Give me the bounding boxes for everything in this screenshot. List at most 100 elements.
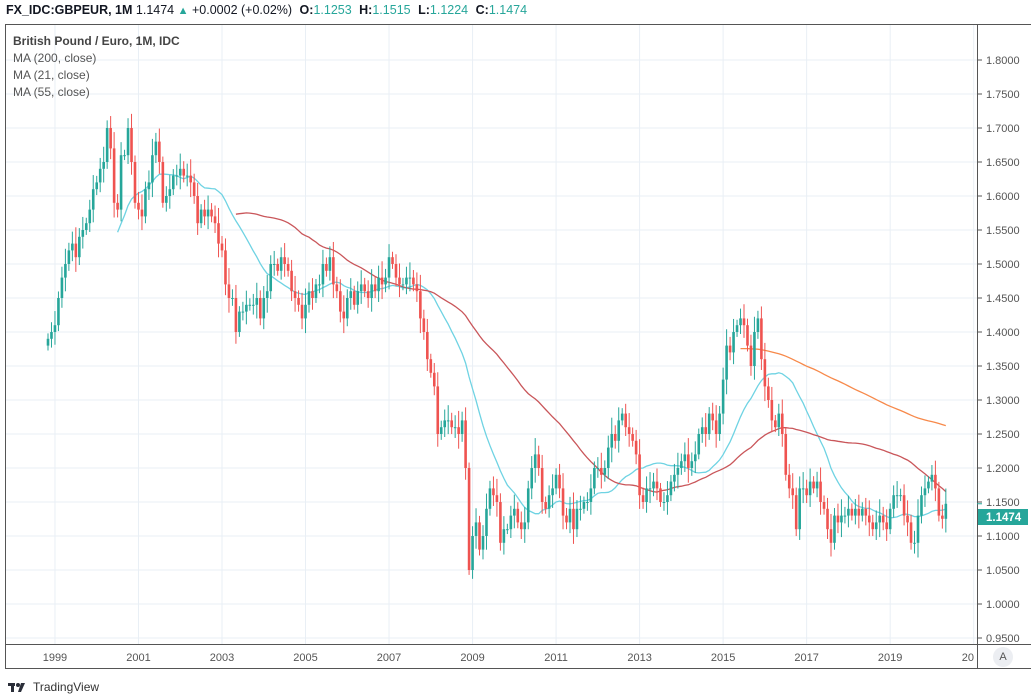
candle <box>405 266 408 295</box>
candle-body <box>934 474 937 489</box>
candle-body <box>513 508 516 516</box>
candle-body <box>265 291 269 298</box>
candle-body <box>415 284 419 292</box>
candle <box>829 513 833 557</box>
candle-body <box>568 508 572 523</box>
candle-body <box>941 515 944 519</box>
candle <box>300 292 304 330</box>
price-tick-label: 1.4000 <box>986 327 1020 339</box>
candle-body <box>833 515 836 543</box>
candle-body <box>544 502 547 509</box>
candle-body <box>199 209 203 224</box>
candle <box>593 461 596 495</box>
legend-ma200[interactable]: MA (200, close) <box>13 51 97 65</box>
candle-body <box>829 529 833 543</box>
candle-body <box>67 250 71 264</box>
candle-body <box>217 223 220 244</box>
candle-body <box>252 304 255 306</box>
candle <box>934 460 937 502</box>
tradingview-footer[interactable]: TradingView <box>8 680 99 694</box>
candle-body <box>843 515 847 517</box>
candle-body <box>307 291 311 305</box>
candle <box>624 403 627 437</box>
candle-body <box>234 298 238 332</box>
candle <box>603 460 607 482</box>
candle-body <box>659 488 662 502</box>
price-tick-label: 1.2500 <box>986 429 1020 441</box>
candle-body <box>332 257 335 285</box>
candle <box>492 476 495 506</box>
legend-ma55[interactable]: MA (55, close) <box>13 85 90 99</box>
candle <box>826 497 829 539</box>
candle-body <box>140 209 144 217</box>
candle <box>391 251 394 269</box>
candle-body <box>600 468 603 475</box>
candle <box>714 405 718 448</box>
brand-name: TradingView <box>33 680 100 694</box>
candle <box>119 142 123 222</box>
time-tick-label: 2015 <box>711 652 735 664</box>
candle-body <box>450 420 453 428</box>
candle <box>91 175 95 223</box>
candle <box>130 113 133 175</box>
candle <box>506 523 509 535</box>
candle-body <box>613 434 617 441</box>
candle <box>857 494 861 529</box>
candle-body <box>589 488 593 502</box>
candle-body <box>617 420 621 441</box>
candle <box>182 161 186 183</box>
candle <box>98 157 102 193</box>
candle <box>613 425 617 449</box>
candle-body <box>446 420 450 422</box>
candle <box>867 500 871 537</box>
time-axis[interactable]: 1999 2001 2003 2005 2007 2009 2011 2013 2015 2017… <box>43 652 974 664</box>
candle <box>833 507 836 550</box>
candle <box>321 249 325 298</box>
candle-body <box>102 162 105 169</box>
candle <box>307 282 311 313</box>
symbol-name[interactable]: FX_IDC:GBPEUR, 1M <box>6 3 133 17</box>
candle <box>439 420 443 440</box>
candle <box>753 316 756 380</box>
candle <box>412 269 415 292</box>
candle-body <box>78 236 81 258</box>
candle <box>687 438 690 483</box>
candle <box>356 281 360 314</box>
candle <box>812 476 815 494</box>
candle-body <box>871 522 875 530</box>
candle-body <box>269 264 273 292</box>
candle <box>67 242 71 271</box>
candle <box>467 462 471 575</box>
candle-body <box>426 332 429 360</box>
candle <box>380 261 384 300</box>
candle <box>721 367 725 425</box>
last-price-box <box>978 509 1028 525</box>
legend-ma21[interactable]: MA (21, close) <box>13 68 90 82</box>
candle-body <box>787 474 791 489</box>
candle-body <box>669 481 673 496</box>
candle-body <box>492 488 495 496</box>
candle-body <box>245 304 248 312</box>
close-label: C: <box>475 3 489 17</box>
candle-body <box>767 386 770 400</box>
candle-body <box>436 386 440 434</box>
candle-body <box>756 318 760 332</box>
candle <box>735 319 739 337</box>
candle-body <box>46 338 50 346</box>
candle <box>398 263 401 298</box>
candle-body <box>784 434 788 475</box>
candle <box>158 128 161 174</box>
candle <box>185 163 189 187</box>
candle-body <box>345 298 349 319</box>
candle <box>666 481 669 515</box>
price-axis[interactable]: 1.8000 1.7500 1.7000 1.6500 1.6000 1.5500 1.50… <box>977 55 1020 645</box>
candle <box>499 493 502 551</box>
auto-scale-button[interactable]: A <box>993 647 1013 667</box>
candle <box>147 170 151 200</box>
legend-title[interactable]: British Pound / Euro, 1M, IDC <box>13 34 180 48</box>
price-tick-label: 1.6000 <box>986 191 1020 203</box>
candle <box>763 342 767 402</box>
time-tick-label: 1999 <box>43 652 67 664</box>
candle <box>217 207 220 258</box>
